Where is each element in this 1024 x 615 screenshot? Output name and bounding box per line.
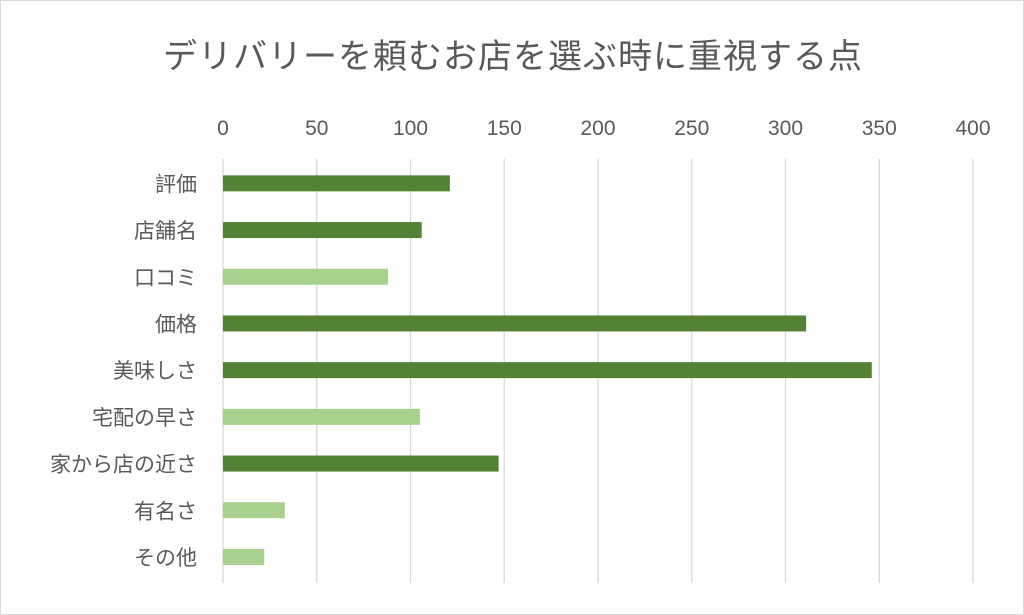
- bar-0: [223, 175, 450, 192]
- x-tick-label: 50: [305, 117, 328, 140]
- chart-title: デリバリーを頼むお店を選ぶ時に重視する点: [163, 37, 863, 77]
- x-tick-label: 250: [674, 117, 709, 140]
- category-label: その他: [134, 546, 197, 570]
- category-label: 美味しさ: [113, 359, 197, 383]
- x-tick-label: 350: [862, 117, 897, 140]
- category-label: 家から店の近さ: [50, 453, 197, 477]
- x-tick-label: 300: [768, 117, 803, 140]
- bar-7: [223, 502, 285, 519]
- bar-6: [223, 455, 499, 472]
- bar-8: [223, 548, 265, 565]
- x-tick-label: 100: [393, 117, 428, 140]
- x-tick-label: 400: [955, 117, 990, 140]
- bar-2: [223, 268, 388, 285]
- category-label: 有名さ: [134, 499, 197, 523]
- category-label: 口コミ: [134, 266, 197, 290]
- category-label: 宅配の早さ: [92, 406, 197, 430]
- x-tick-labels: 0 50 100 150 200 250 300 350 400: [217, 117, 990, 140]
- x-tick-label: 200: [580, 117, 615, 140]
- category-label: 評価: [155, 172, 197, 196]
- x-tick-label: 0: [217, 117, 229, 140]
- bar-3: [223, 315, 807, 332]
- x-tick-label: 150: [487, 117, 522, 140]
- bar-4: [223, 362, 872, 379]
- bar-1: [223, 222, 422, 239]
- bars: [223, 175, 872, 565]
- category-label: 価格: [155, 312, 197, 336]
- bar-5: [223, 408, 420, 425]
- category-label: 店舗名: [134, 219, 197, 243]
